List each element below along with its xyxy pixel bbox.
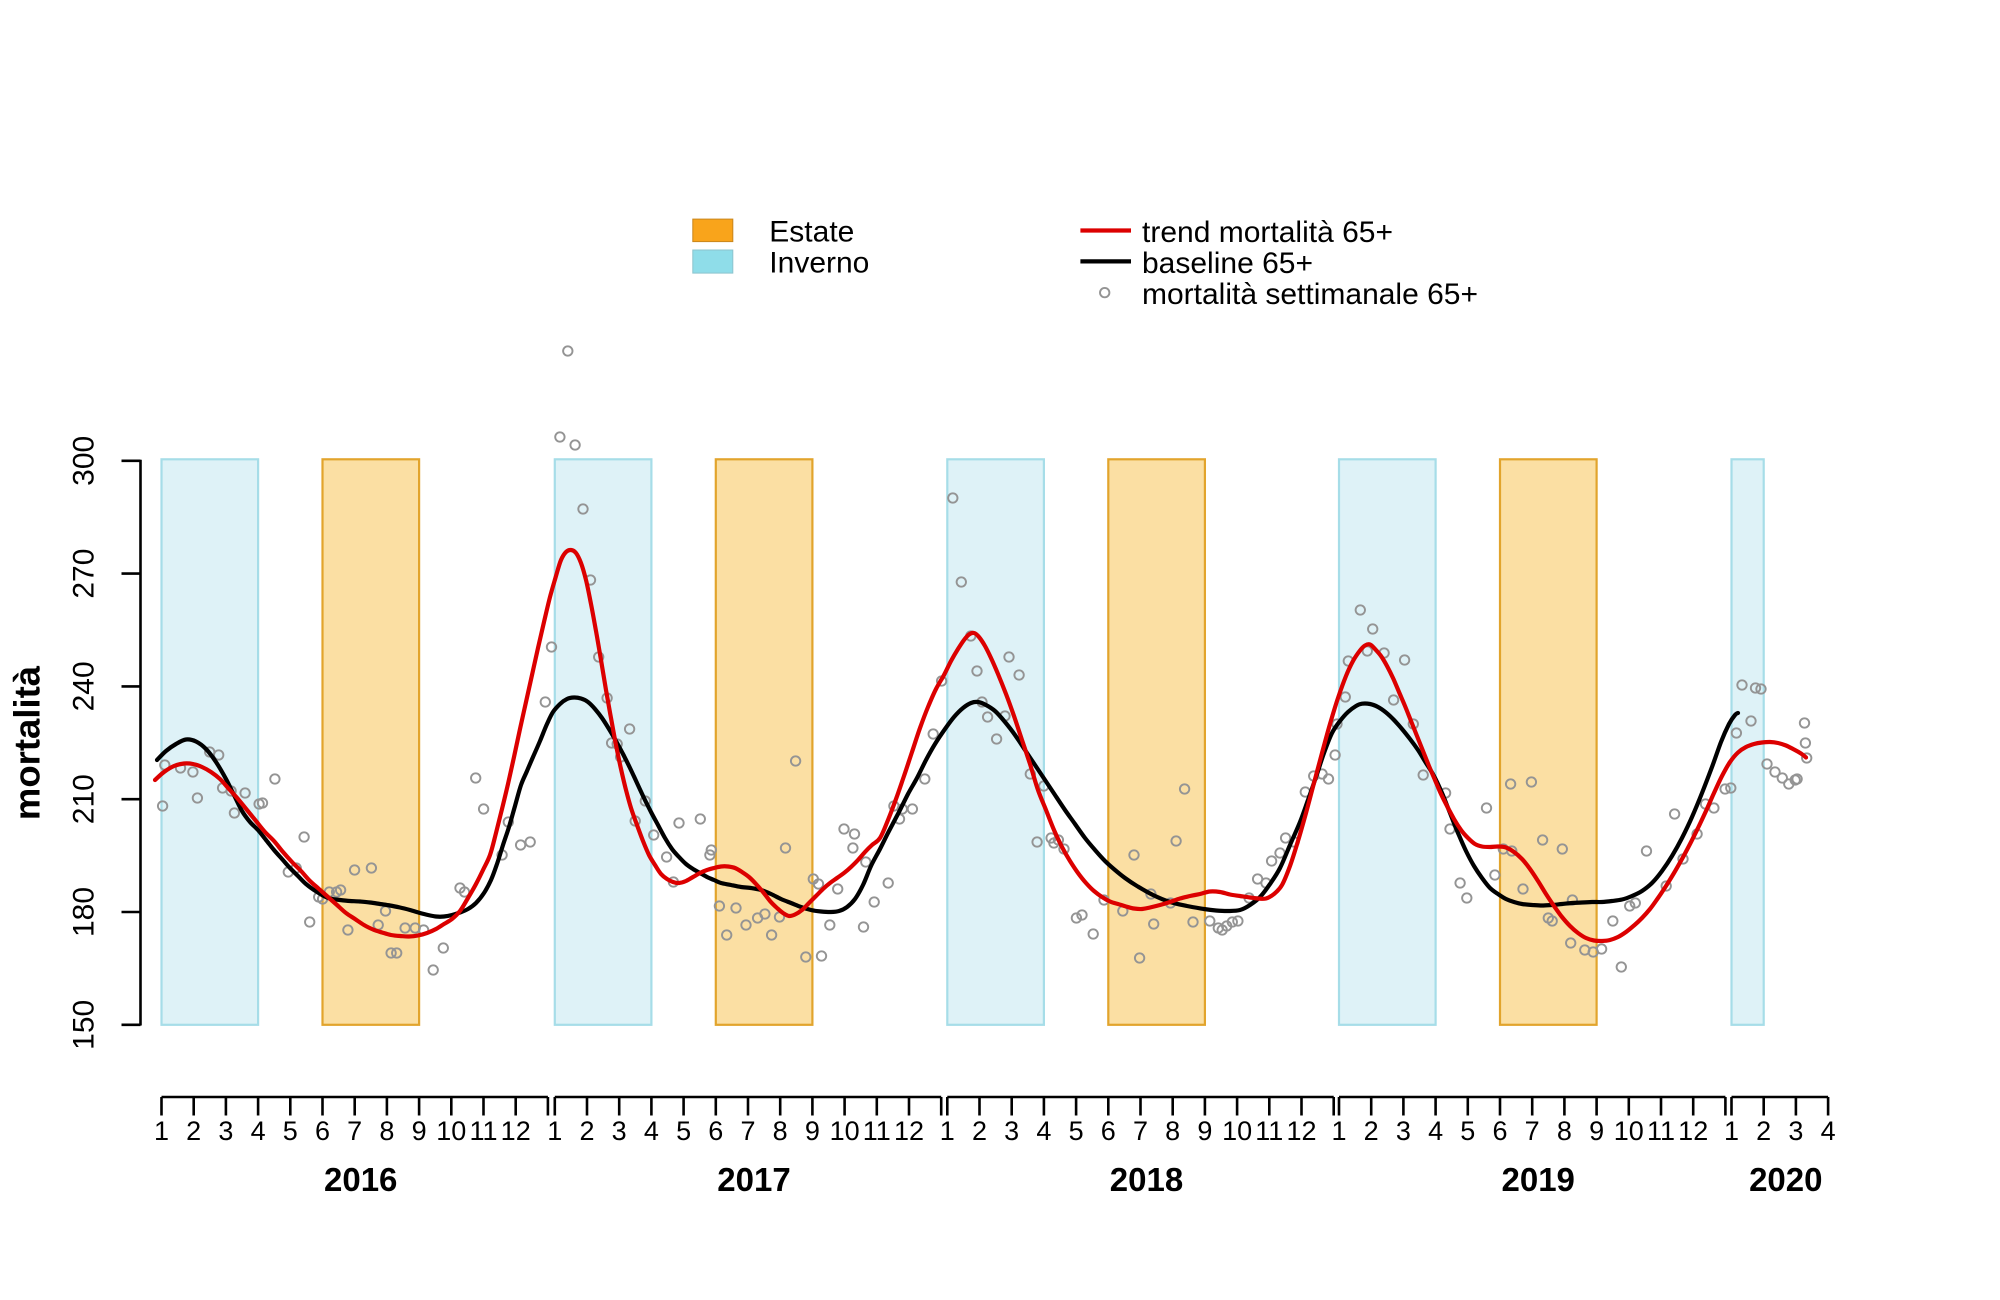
svg-text:12: 12 bbox=[894, 1116, 924, 1146]
svg-text:baseline 65+: baseline 65+ bbox=[1142, 247, 1313, 280]
svg-text:6: 6 bbox=[708, 1116, 723, 1146]
svg-text:8: 8 bbox=[379, 1116, 394, 1146]
svg-text:mortalità: mortalità bbox=[7, 665, 48, 820]
svg-text:7: 7 bbox=[1525, 1116, 1540, 1146]
svg-text:10: 10 bbox=[1614, 1116, 1644, 1146]
svg-text:4: 4 bbox=[1036, 1116, 1051, 1146]
svg-text:2018: 2018 bbox=[1110, 1161, 1183, 1198]
svg-text:6: 6 bbox=[1492, 1116, 1507, 1146]
svg-text:1: 1 bbox=[547, 1116, 562, 1146]
svg-text:9: 9 bbox=[412, 1116, 427, 1146]
svg-text:210: 210 bbox=[68, 774, 101, 824]
svg-text:3: 3 bbox=[1004, 1116, 1019, 1146]
svg-text:11: 11 bbox=[1647, 1116, 1675, 1146]
svg-text:7: 7 bbox=[740, 1116, 755, 1146]
svg-text:4: 4 bbox=[644, 1116, 659, 1146]
svg-text:10: 10 bbox=[436, 1116, 466, 1146]
svg-text:180: 180 bbox=[68, 887, 101, 937]
svg-text:1: 1 bbox=[940, 1116, 955, 1146]
svg-text:7: 7 bbox=[1133, 1116, 1148, 1146]
svg-text:6: 6 bbox=[1101, 1116, 1116, 1146]
svg-text:Inverno: Inverno bbox=[769, 247, 869, 280]
svg-text:12: 12 bbox=[501, 1116, 531, 1146]
svg-text:2: 2 bbox=[186, 1116, 201, 1146]
svg-text:4: 4 bbox=[1428, 1116, 1443, 1146]
svg-text:3: 3 bbox=[218, 1116, 233, 1146]
svg-text:9: 9 bbox=[1589, 1116, 1604, 1146]
svg-text:5: 5 bbox=[676, 1116, 691, 1146]
svg-text:5: 5 bbox=[1069, 1116, 1084, 1146]
svg-text:trend mortalità 65+: trend mortalità 65+ bbox=[1142, 216, 1393, 249]
svg-text:3: 3 bbox=[1788, 1116, 1803, 1146]
svg-text:240: 240 bbox=[68, 661, 101, 711]
svg-text:1: 1 bbox=[154, 1116, 169, 1146]
svg-text:5: 5 bbox=[1460, 1116, 1475, 1146]
svg-text:2019: 2019 bbox=[1501, 1161, 1574, 1198]
svg-text:1: 1 bbox=[1724, 1116, 1739, 1146]
svg-text:150: 150 bbox=[68, 1000, 101, 1050]
svg-text:Estate: Estate bbox=[769, 216, 854, 249]
svg-text:11: 11 bbox=[863, 1116, 891, 1146]
svg-text:8: 8 bbox=[1165, 1116, 1180, 1146]
svg-text:11: 11 bbox=[1255, 1116, 1283, 1146]
svg-text:12: 12 bbox=[1678, 1116, 1708, 1146]
svg-text:2: 2 bbox=[579, 1116, 594, 1146]
svg-text:10: 10 bbox=[1222, 1116, 1252, 1146]
svg-text:2: 2 bbox=[1364, 1116, 1379, 1146]
svg-text:2: 2 bbox=[972, 1116, 987, 1146]
svg-text:12: 12 bbox=[1286, 1116, 1316, 1146]
svg-text:10: 10 bbox=[830, 1116, 860, 1146]
svg-text:9: 9 bbox=[805, 1116, 820, 1146]
svg-text:7: 7 bbox=[347, 1116, 362, 1146]
svg-text:4: 4 bbox=[251, 1116, 266, 1146]
svg-text:300: 300 bbox=[68, 436, 101, 486]
svg-text:2016: 2016 bbox=[324, 1161, 397, 1198]
svg-text:3: 3 bbox=[1396, 1116, 1411, 1146]
svg-text:3: 3 bbox=[612, 1116, 627, 1146]
svg-text:270: 270 bbox=[68, 549, 101, 599]
svg-text:8: 8 bbox=[1557, 1116, 1572, 1146]
svg-text:8: 8 bbox=[773, 1116, 788, 1146]
svg-text:2: 2 bbox=[1756, 1116, 1771, 1146]
svg-text:5: 5 bbox=[283, 1116, 298, 1146]
svg-text:2017: 2017 bbox=[717, 1161, 790, 1198]
svg-text:9: 9 bbox=[1197, 1116, 1212, 1146]
svg-text:11: 11 bbox=[469, 1116, 497, 1146]
svg-text:4: 4 bbox=[1821, 1116, 1836, 1146]
svg-text:1: 1 bbox=[1331, 1116, 1346, 1146]
svg-text:mortalità settimanale 65+: mortalità settimanale 65+ bbox=[1142, 278, 1478, 311]
svg-text:2020: 2020 bbox=[1749, 1161, 1822, 1198]
svg-text:6: 6 bbox=[315, 1116, 330, 1146]
